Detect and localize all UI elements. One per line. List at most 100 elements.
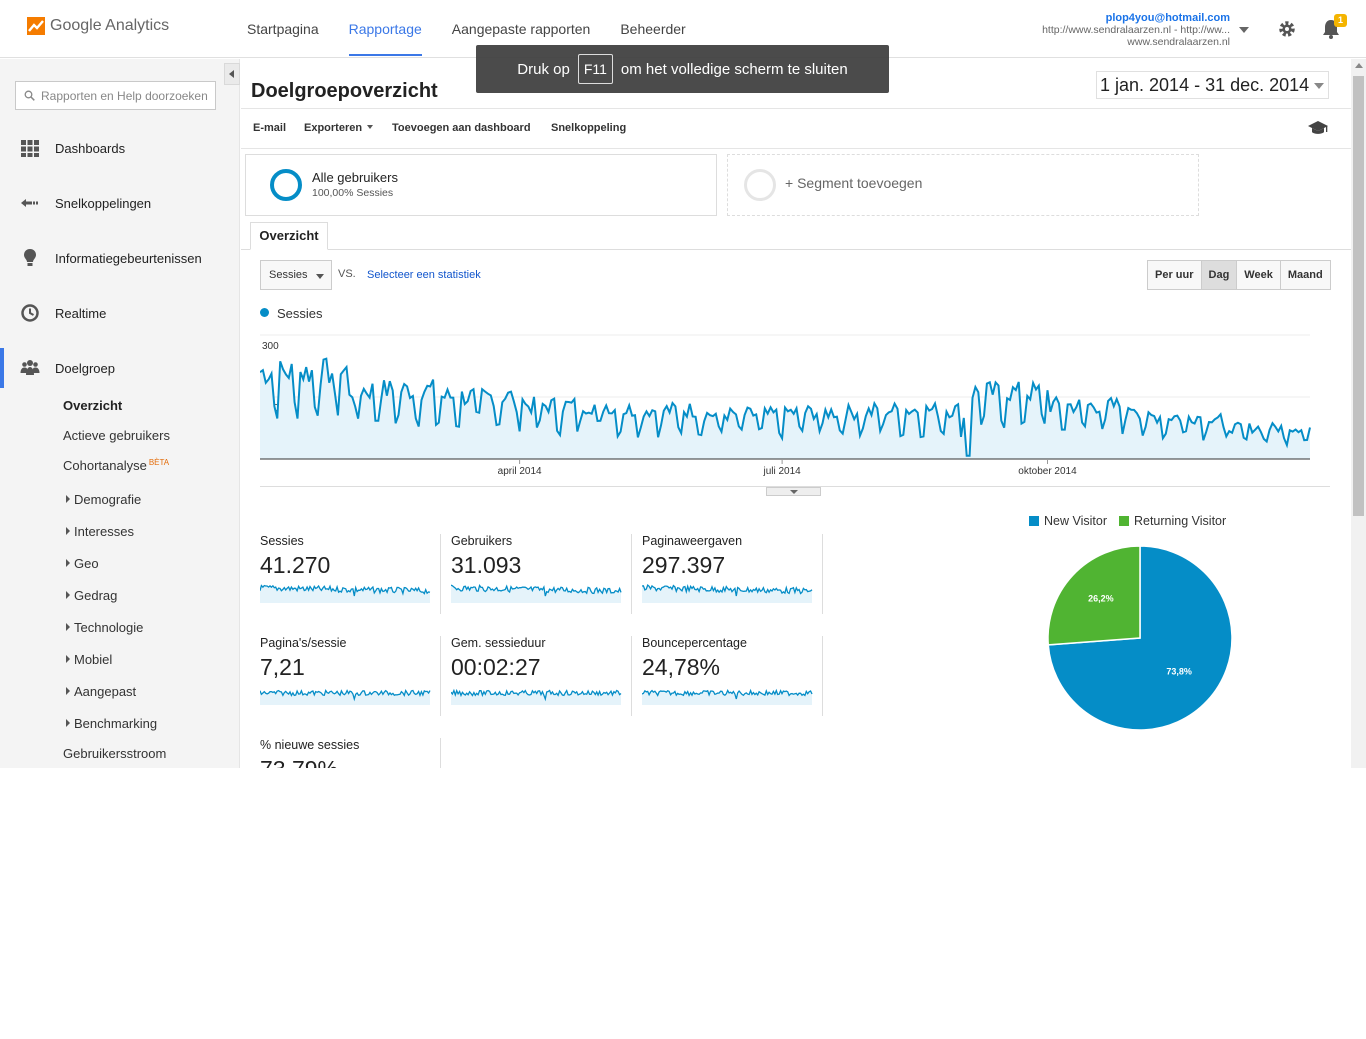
sparkline-area bbox=[451, 585, 621, 603]
tab-bar-line bbox=[241, 249, 1351, 250]
kpi-label: Pagina's/sessie bbox=[260, 636, 347, 650]
granularity-dag[interactable]: Dag bbox=[1200, 261, 1237, 289]
account-selector[interactable]: plop4you@hotmail.com http://www.sendrala… bbox=[1042, 12, 1230, 48]
sidebar-item-label: Doelgroep bbox=[55, 360, 115, 376]
nav-rapportage[interactable]: Rapportage bbox=[348, 0, 422, 56]
chart-divider bbox=[260, 486, 1330, 487]
segment-all-users[interactable]: Alle gebruikers 100,00% Sessies bbox=[245, 154, 717, 216]
sidebar-group-demografie[interactable]: Demografie bbox=[66, 492, 141, 507]
add-to-dashboard-button[interactable]: Toevoegen aan dashboard bbox=[392, 122, 531, 134]
shortcut-button[interactable]: Snelkoppeling bbox=[551, 122, 627, 134]
expand-triangle-icon bbox=[66, 527, 70, 535]
toast-text-before: Druk op bbox=[517, 60, 570, 78]
chart-resize-handle[interactable] bbox=[766, 487, 821, 496]
account-dropdown-icon[interactable] bbox=[1239, 27, 1249, 33]
chevron-down-icon bbox=[367, 125, 374, 129]
date-range-picker[interactable]: 1 jan. 2014 - 31 dec. 2014 bbox=[1096, 71, 1329, 99]
export-button[interactable]: Exporteren bbox=[304, 122, 374, 134]
x-tick-label: april 2014 bbox=[498, 466, 542, 477]
collapse-sidebar-button[interactable] bbox=[224, 63, 240, 85]
page-scrollbar[interactable] bbox=[1351, 59, 1366, 768]
kpi-separator bbox=[440, 738, 441, 768]
beta-badge: BÈTA bbox=[148, 458, 170, 467]
scrollbar-thumb[interactable] bbox=[1353, 76, 1364, 516]
graduation-cap-icon[interactable] bbox=[1308, 120, 1328, 136]
sparkline-line bbox=[642, 688, 813, 700]
kpi-value: 297.397 bbox=[642, 552, 726, 578]
sidebar-group-label: Demografie bbox=[74, 492, 142, 507]
expand-triangle-icon bbox=[66, 591, 70, 599]
scroll-up-icon[interactable] bbox=[1355, 63, 1363, 68]
legend-item-returning-visitor[interactable]: Returning Visitor bbox=[1118, 514, 1226, 528]
search-input[interactable] bbox=[41, 87, 213, 105]
nav-startpagina[interactable]: Startpagina bbox=[247, 21, 319, 37]
gear-icon[interactable] bbox=[1277, 19, 1297, 39]
report-search[interactable] bbox=[15, 81, 216, 110]
sidebar-group-label: Geo bbox=[74, 556, 99, 571]
clock-icon bbox=[21, 304, 39, 322]
kpi-paginaweergaven[interactable]: Paginaweergaven 297.397 bbox=[642, 534, 822, 614]
kpi-label: Gebruikers bbox=[451, 534, 513, 548]
granularity-per-uur[interactable]: Per uur bbox=[1148, 261, 1201, 289]
kpi-sessies[interactable]: Sessies 41.270 bbox=[260, 534, 440, 614]
add-segment-button[interactable]: + Segment toevoegen bbox=[727, 154, 1199, 216]
search-icon bbox=[24, 90, 35, 101]
expand-triangle-icon bbox=[66, 655, 70, 663]
sidebar-group-interesses[interactable]: Interesses bbox=[66, 524, 134, 539]
granularity-week[interactable]: Week bbox=[1236, 261, 1280, 289]
f11-key: F11 bbox=[577, 54, 613, 84]
kpi-label: Bouncepercentage bbox=[642, 636, 747, 650]
kpi-value: 7,21 bbox=[260, 654, 305, 680]
pie-slice-label: 26,2% bbox=[1088, 594, 1114, 604]
sidebar-group-aangepast[interactable]: Aangepast bbox=[66, 684, 136, 699]
sidebar-group-geo[interactable]: Geo bbox=[66, 556, 99, 571]
kpi-paginas-per-sessie[interactable]: Pagina's/sessie 7,21 bbox=[260, 636, 440, 716]
legend-swatch bbox=[1118, 516, 1129, 526]
people-icon bbox=[20, 360, 40, 375]
sidebar-sub-gebruikersstroom[interactable]: Gebruikersstroom bbox=[63, 746, 167, 761]
kpi-bouncepercentage[interactable]: Bouncepercentage 24,78% bbox=[642, 636, 822, 716]
sidebar-group-technologie[interactable]: Technologie bbox=[66, 620, 143, 635]
sidebar-item-label: Realtime bbox=[55, 305, 107, 321]
sidebar-group-label: Aangepast bbox=[74, 684, 137, 699]
logo-text: Google Analytics bbox=[50, 17, 170, 34]
sidebar-group-gedrag[interactable]: Gedrag bbox=[66, 588, 117, 603]
notifications-button[interactable]: 1 bbox=[1321, 14, 1347, 40]
pie-slice[interactable] bbox=[1047, 545, 1141, 646]
arrow-left-icon bbox=[21, 199, 38, 207]
kpi-nieuwe-sessies[interactable]: % nieuwe sessies 73,79% bbox=[260, 738, 440, 768]
sidebar-group-label: Benchmarking bbox=[74, 716, 158, 731]
google-analytics-logo[interactable]: Google Analytics bbox=[26, 16, 169, 36]
sidebar-item-informatiegebeurtenissen[interactable]: Informatiegebeurtenissen bbox=[0, 238, 240, 278]
kpi-sparkline bbox=[260, 584, 431, 603]
sidebar-group-label: Gedrag bbox=[74, 588, 118, 603]
expand-triangle-icon bbox=[66, 719, 70, 727]
sidebar-group-mobiel[interactable]: Mobiel bbox=[66, 652, 112, 667]
nav-aangepaste-rapporten[interactable]: Aangepaste rapporten bbox=[451, 21, 591, 37]
legend-item-new-visitor[interactable]: New Visitor bbox=[1029, 514, 1107, 528]
sidebar-sub-cohortanalyse[interactable]: Cohortanalyse BÈTA bbox=[63, 458, 169, 473]
sidebar-item-doelgroep[interactable]: Doelgroep bbox=[0, 348, 240, 388]
metric-select[interactable]: Sessies bbox=[260, 260, 332, 290]
sidebar-sub-overzicht[interactable]: Overzicht bbox=[63, 398, 123, 413]
kpi-gebruikers[interactable]: Gebruikers 31.093 bbox=[451, 534, 631, 614]
grid-icon bbox=[21, 140, 39, 157]
select-statistic-link[interactable]: Selecteer een statistiek bbox=[367, 269, 481, 281]
sidebar-group-label: Interesses bbox=[74, 524, 134, 539]
tab-overzicht[interactable]: Overzicht bbox=[250, 222, 328, 250]
kpi-label: % nieuwe sessies bbox=[260, 738, 360, 752]
granularity-maand[interactable]: Maand bbox=[1279, 261, 1330, 289]
email-button[interactable]: E-mail bbox=[253, 122, 287, 134]
segment-empty-ring-icon bbox=[744, 169, 776, 201]
kpi-gem-sessieduur[interactable]: Gem. sessieduur 00:02:27 bbox=[451, 636, 631, 716]
chevron-down-icon bbox=[1314, 83, 1324, 89]
sidebar-item-dashboards[interactable]: Dashboards bbox=[0, 128, 240, 168]
sidebar-group-benchmarking[interactable]: Benchmarking bbox=[66, 716, 157, 731]
sidebar-item-snelkoppelingen[interactable]: Snelkoppelingen bbox=[0, 183, 240, 223]
nav-beheerder[interactable]: Beheerder bbox=[620, 21, 686, 37]
sidebar-item-realtime[interactable]: Realtime bbox=[0, 293, 240, 333]
visitor-type-pie-chart[interactable]: 73,8% 26,2% bbox=[1041, 539, 1241, 739]
kpi-label: Gem. sessieduur bbox=[451, 636, 546, 650]
sidebar-sub-actieve-gebruikers[interactable]: Actieve gebruikers bbox=[63, 428, 170, 443]
